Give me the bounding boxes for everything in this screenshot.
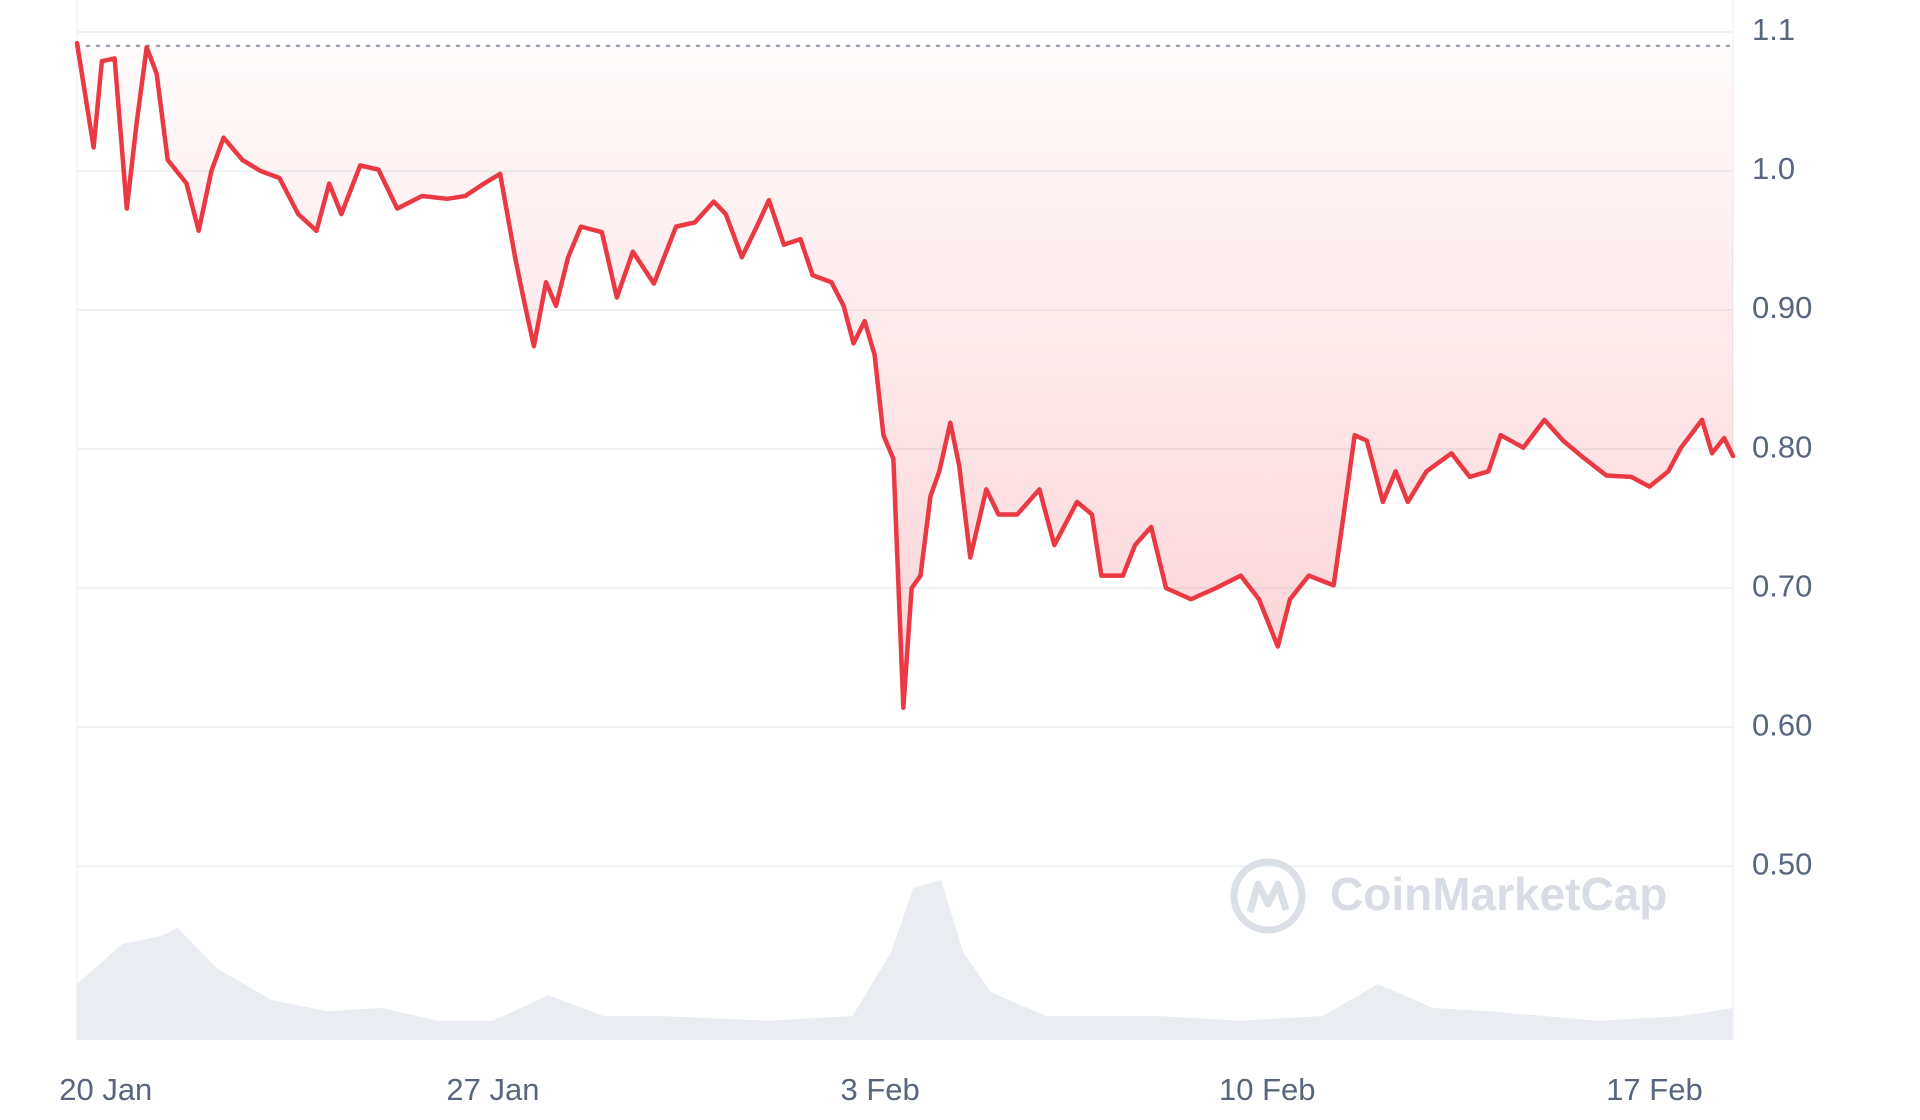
y-tick-label: 0.80 — [1752, 429, 1812, 464]
price-area — [77, 43, 1733, 708]
volume-area — [77, 880, 1733, 1040]
y-tick-label: 0.70 — [1752, 568, 1812, 603]
y-tick-label: 0.90 — [1752, 290, 1812, 325]
watermark-logo — [1230, 858, 1306, 934]
price-line — [74, 40, 1736, 710]
x-tick-label: 17 Feb — [1606, 1072, 1703, 1107]
y-tick-label: 0.60 — [1752, 707, 1812, 742]
x-tick-label: 3 Feb — [840, 1072, 919, 1107]
price-layer — [74, 40, 1736, 710]
x-tick-label: 10 Feb — [1219, 1072, 1316, 1107]
volume-layer — [77, 880, 1733, 1040]
x-tick-label: 20 Jan — [59, 1072, 152, 1107]
y-tick-label: 1.0 — [1752, 151, 1795, 186]
watermark: CoinMarketCap — [1330, 868, 1667, 920]
logo-ring — [1230, 858, 1306, 934]
logo-mark — [1246, 880, 1290, 913]
x-tick-label: 27 Jan — [446, 1072, 539, 1107]
y-tick-label: 1.1 — [1752, 12, 1795, 47]
labels: 0.50 0.60 0.70 0.80 0.90 1.0 1.1 20 Jan 27 Jan 3 … — [59, 12, 1812, 1107]
y-tick-label: 0.50 — [1752, 846, 1812, 881]
